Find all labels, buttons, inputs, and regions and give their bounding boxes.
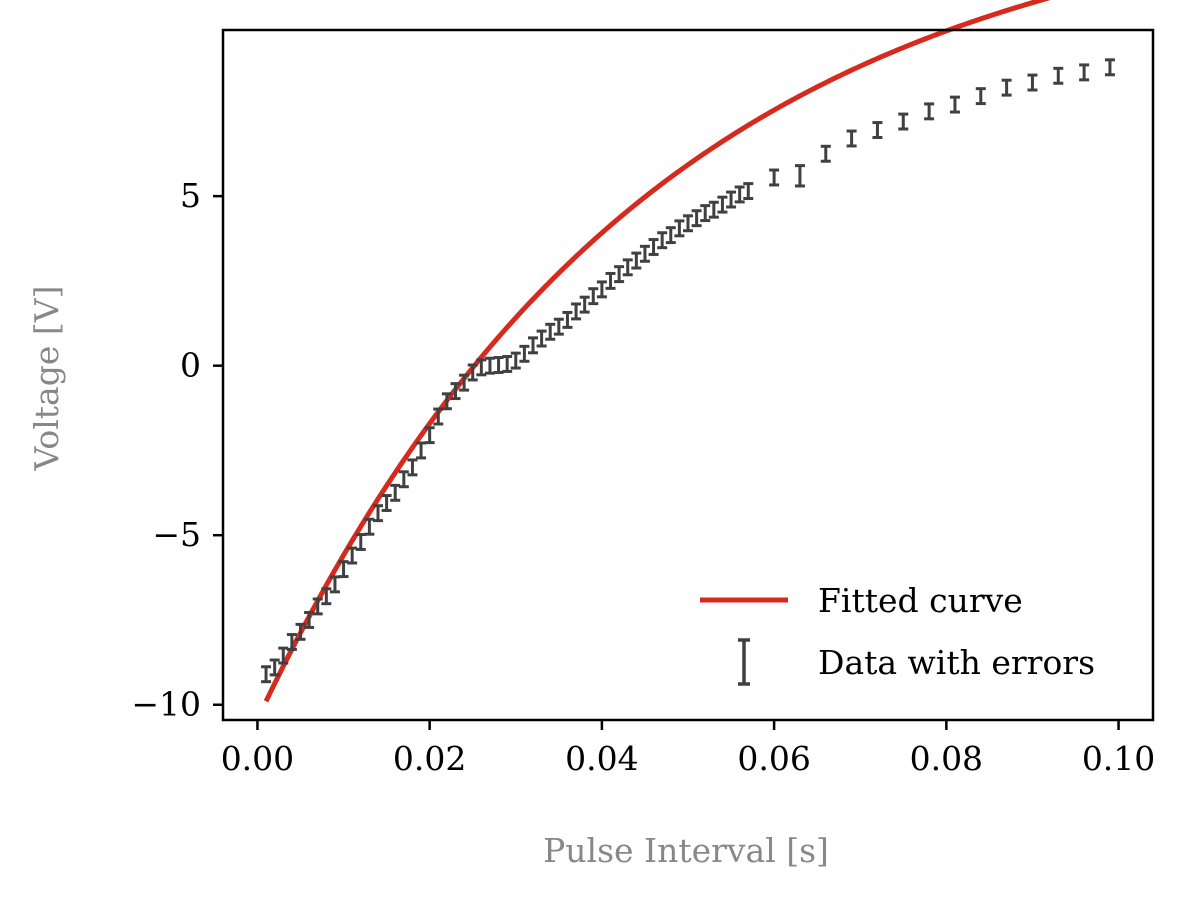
errorbar-point xyxy=(743,182,754,201)
errorbar-point xyxy=(355,533,366,551)
errorbar-point xyxy=(631,251,642,270)
errorbar-point xyxy=(639,244,650,263)
errorbar-point xyxy=(579,295,590,314)
errorbar-point xyxy=(605,271,616,290)
errorbar-point xyxy=(329,575,340,594)
fitted-curve-layer xyxy=(263,0,1051,703)
errorbar-point xyxy=(398,470,409,489)
y-tick-label: −10 xyxy=(131,685,201,724)
errorbar-point xyxy=(381,494,392,512)
errorbar-point xyxy=(1079,63,1090,82)
errorbar-point xyxy=(665,226,676,245)
errorbar-point xyxy=(949,95,960,114)
errorbar-point xyxy=(898,112,909,131)
x-tick-label: 0.02 xyxy=(393,739,466,778)
errorbar-point xyxy=(312,597,323,616)
y-tick-label: 5 xyxy=(180,176,201,215)
errorbar-point xyxy=(407,458,418,477)
errorbar-point xyxy=(364,517,375,536)
y-tick-label: −5 xyxy=(152,515,201,554)
y-tick-label: 0 xyxy=(180,346,201,385)
errorbar-point xyxy=(278,646,289,665)
errorbar-point xyxy=(441,392,452,411)
errorbar-point xyxy=(467,363,478,382)
y-axis-label: Voltage [V] xyxy=(27,286,66,472)
errorbar-point xyxy=(304,611,315,629)
errorbar-point xyxy=(769,168,780,187)
errorbar-point xyxy=(1104,58,1115,77)
x-tick-label: 0.08 xyxy=(910,739,983,778)
errorbar-point xyxy=(545,322,556,341)
errorbar-point xyxy=(734,185,745,204)
errorbar-point xyxy=(510,351,521,370)
errorbar-point xyxy=(872,121,883,139)
errorbar-point xyxy=(648,238,659,256)
x-axis-ticks: 0.00 0.02 0.04 0.06 0.08 0.10 xyxy=(221,720,1155,778)
errorbar-point xyxy=(416,441,427,460)
errorbar-layer xyxy=(261,58,1115,684)
errorbar-point xyxy=(373,504,383,523)
errorbar-point xyxy=(691,209,702,228)
x-tick-label: 0.00 xyxy=(221,739,294,778)
legend: Fitted curve Data with errors xyxy=(700,581,1095,686)
errorbar-point xyxy=(1001,78,1012,97)
errorbar-point xyxy=(571,302,582,321)
x-tick-label: 0.04 xyxy=(565,739,638,778)
errorbar-point xyxy=(502,355,513,373)
errorbar-point xyxy=(1053,66,1064,85)
x-axis-label: Pulse Interval [s] xyxy=(543,831,829,870)
errorbar-point xyxy=(286,633,297,651)
errorbar-point xyxy=(726,190,737,209)
errorbar-point xyxy=(562,310,573,329)
errorbar-point xyxy=(596,280,607,299)
errorbar-point xyxy=(924,102,935,121)
errorbar-point xyxy=(683,214,693,233)
errorbar-point xyxy=(433,407,444,426)
errorbar-point xyxy=(536,329,547,348)
errorbar-point xyxy=(476,358,487,377)
legend-data-with-errors-label: Data with errors xyxy=(818,643,1095,682)
x-tick-label: 0.10 xyxy=(1082,739,1155,778)
errorbar-point xyxy=(519,344,530,363)
errorbar-point xyxy=(622,258,633,277)
axes-frame xyxy=(221,28,1155,722)
errorbar-point xyxy=(528,336,538,355)
errorbar-point xyxy=(846,129,857,148)
errorbar-point xyxy=(700,204,711,223)
errorbar-point xyxy=(657,231,668,250)
errorbar-point xyxy=(717,195,728,214)
errorbar-point xyxy=(674,219,685,238)
fitted-curve-line xyxy=(263,0,1051,703)
legend-errorbar-swatch xyxy=(738,638,750,686)
errorbar-point xyxy=(347,546,358,565)
y-axis-ticks: −10 −5 0 5 xyxy=(131,176,223,724)
errorbar-point xyxy=(390,483,401,502)
errorbar-point xyxy=(321,587,332,606)
errorbar-point xyxy=(269,658,280,677)
legend-fitted-curve-label: Fitted curve xyxy=(818,581,1023,620)
errorbar-point xyxy=(493,356,504,374)
errorbar-point xyxy=(588,287,599,306)
errorbar-point xyxy=(295,622,306,641)
errorbar-point xyxy=(614,265,625,284)
errorbar-point xyxy=(459,373,470,392)
errorbar-point xyxy=(553,317,564,336)
errorbar-point xyxy=(484,356,495,375)
errorbar-point xyxy=(794,164,805,188)
errorbar-point xyxy=(424,426,435,445)
errorbar-point xyxy=(450,382,461,401)
errorbar-point xyxy=(975,87,986,106)
errorbar-point xyxy=(1027,73,1038,92)
errorbar-point xyxy=(820,144,831,163)
errorbar-point xyxy=(261,665,272,684)
x-tick-label: 0.06 xyxy=(737,739,810,778)
errorbar-point xyxy=(708,200,719,219)
errorbar-point xyxy=(338,560,349,579)
